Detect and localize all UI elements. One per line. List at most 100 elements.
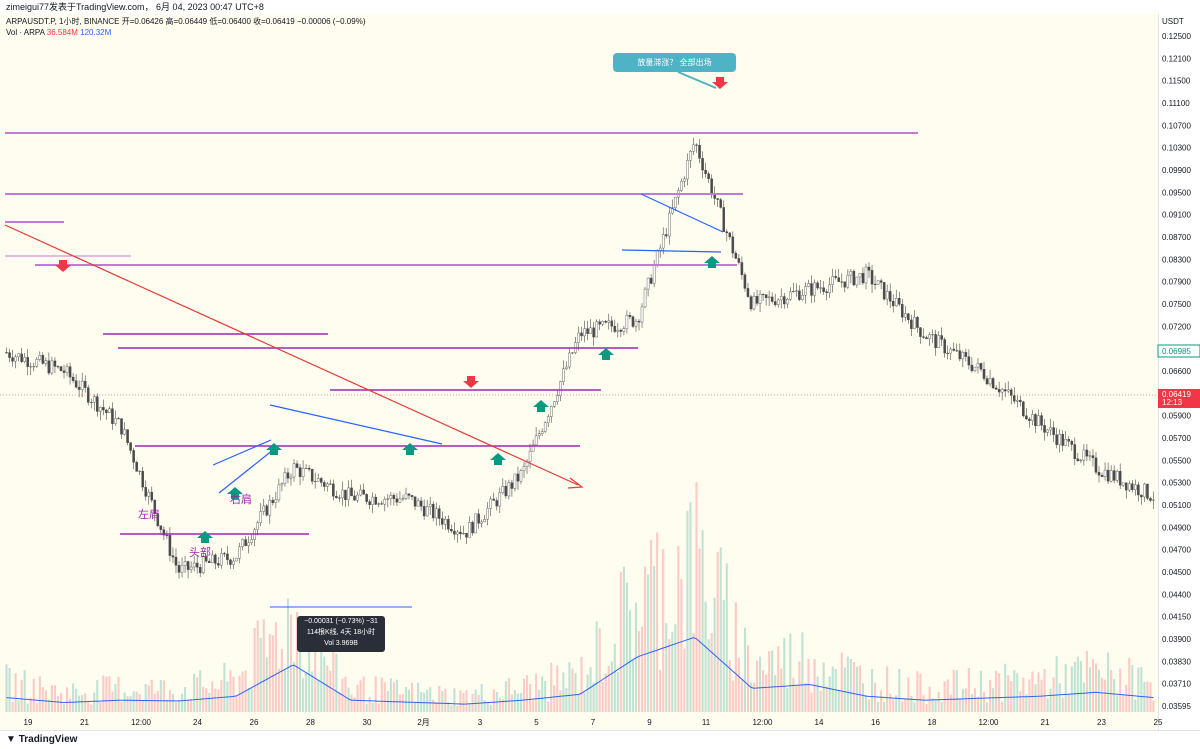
volume-bar: [1016, 673, 1019, 712]
candle-body: [834, 276, 837, 278]
candle-body: [456, 531, 459, 535]
candle-body: [649, 277, 653, 284]
volume-bar: [1134, 699, 1137, 712]
candle-body: [592, 327, 595, 338]
candle-body: [1134, 484, 1137, 490]
channel-line-mid[interactable]: [269, 404, 443, 445]
volume-bar: [147, 685, 150, 712]
candle-body: [398, 498, 402, 503]
candle-body: [389, 495, 393, 499]
volume-bar: [547, 701, 550, 712]
candle-body: [537, 433, 541, 437]
candle-body: [186, 561, 190, 570]
downtrend-line[interactable]: [4, 224, 579, 486]
candle-body: [671, 207, 674, 214]
volume-bar: [807, 658, 810, 712]
volume-bar: [1131, 665, 1134, 712]
volume-bar: [783, 637, 786, 712]
buy-arrow-icon[interactable]: [490, 453, 506, 465]
candle-body: [120, 418, 123, 435]
candle-body: [108, 408, 111, 413]
sell-arrow-icon[interactable]: [463, 376, 479, 388]
volume-bar: [193, 674, 196, 712]
candle-body: [404, 493, 408, 499]
volume-bar: [362, 676, 365, 712]
volume-bar: [1085, 651, 1088, 712]
time-tick-label: 26: [250, 718, 259, 727]
candle-body: [595, 321, 598, 338]
volume-bar: [417, 682, 420, 712]
volume-bar: [1152, 700, 1155, 712]
sell-arrow-icon[interactable]: [712, 77, 728, 89]
volume-bar: [26, 703, 29, 712]
volume-bar: [438, 685, 441, 712]
time-tick-label: 3: [478, 718, 483, 727]
sell-arrow-icon[interactable]: [55, 260, 71, 272]
volume-bar: [1043, 668, 1046, 712]
candle-body: [879, 280, 883, 283]
candle-body: [350, 487, 353, 497]
buy-arrow-icon[interactable]: [227, 487, 243, 499]
symbol-legend[interactable]: ARPAUSDT.P, 1小时, BINANCE 开=0.06426 高=0.0…: [6, 17, 366, 26]
candle-body: [607, 320, 611, 323]
buy-arrow-icon[interactable]: [402, 443, 418, 455]
volume-bar: [982, 692, 986, 712]
flag-line-upper[interactable]: [640, 193, 724, 233]
flag-line-lower[interactable]: [621, 249, 722, 253]
volume-bar: [580, 656, 583, 712]
candle-body: [1061, 434, 1064, 446]
channel-line-lower-left[interactable]: [218, 445, 279, 494]
candle-body: [238, 546, 241, 559]
price-tick-label: 0.04400: [1162, 590, 1191, 599]
buy-arrow-icon[interactable]: [266, 443, 282, 455]
candle-body: [29, 366, 32, 368]
candle-body: [244, 539, 247, 547]
volume-bar: [1082, 682, 1085, 712]
channel-line-upper-left[interactable]: [212, 439, 272, 466]
volume-bar: [1046, 698, 1049, 712]
candle-body: [280, 483, 284, 486]
candle-body: [5, 352, 8, 354]
candle-body: [1097, 472, 1101, 476]
buy-arrow-icon[interactable]: [533, 400, 549, 412]
volume-bar: [465, 690, 468, 712]
publish-header: zimeigui77发表于TradingView.com， 6月 04, 202…: [0, 0, 1200, 14]
buy-arrow-icon[interactable]: [197, 531, 213, 543]
volume-legend[interactable]: Vol · ARPA 36.584M 120.32M: [6, 27, 365, 38]
candle-body: [1013, 395, 1016, 402]
volume-bar: [949, 694, 952, 712]
volume-bar: [20, 680, 23, 712]
candle-body: [141, 470, 144, 488]
measure-line-3: Vol 3.969B: [324, 640, 358, 647]
volume-bar: [356, 684, 359, 712]
candle-body: [165, 534, 169, 536]
candle-body: [38, 355, 42, 360]
volume-bar: [553, 685, 556, 712]
price-axis[interactable]: [1158, 14, 1200, 730]
candle-body: [180, 565, 184, 573]
callout-note[interactable]: 放量滞涨？ 全部出场: [613, 53, 736, 72]
volume-bar: [1110, 669, 1113, 712]
volume-bar: [716, 552, 719, 712]
volume-bar: [1061, 697, 1064, 712]
candle-body: [171, 555, 175, 558]
volume-bar: [522, 678, 526, 712]
volume-bar: [180, 693, 184, 712]
volume-bar: [695, 482, 698, 712]
volume-bar: [187, 699, 190, 712]
candle-body: [840, 281, 844, 283]
buy-arrow-icon[interactable]: [704, 256, 720, 268]
volume-bar: [371, 702, 374, 712]
candle-body: [283, 472, 287, 484]
candle-body: [1103, 469, 1107, 477]
price-tick-label: 0.05300: [1162, 479, 1191, 488]
candle-body: [916, 317, 919, 328]
candle-body: [1022, 401, 1025, 417]
volume-bar: [108, 676, 111, 712]
volume-bar: [11, 701, 14, 712]
candle-body: [1000, 389, 1004, 393]
candle-body: [1137, 484, 1140, 496]
tradingview-logo[interactable]: ▼ TradingView: [6, 734, 77, 745]
candle-body: [568, 352, 571, 368]
buy-arrow-icon[interactable]: [598, 348, 614, 360]
